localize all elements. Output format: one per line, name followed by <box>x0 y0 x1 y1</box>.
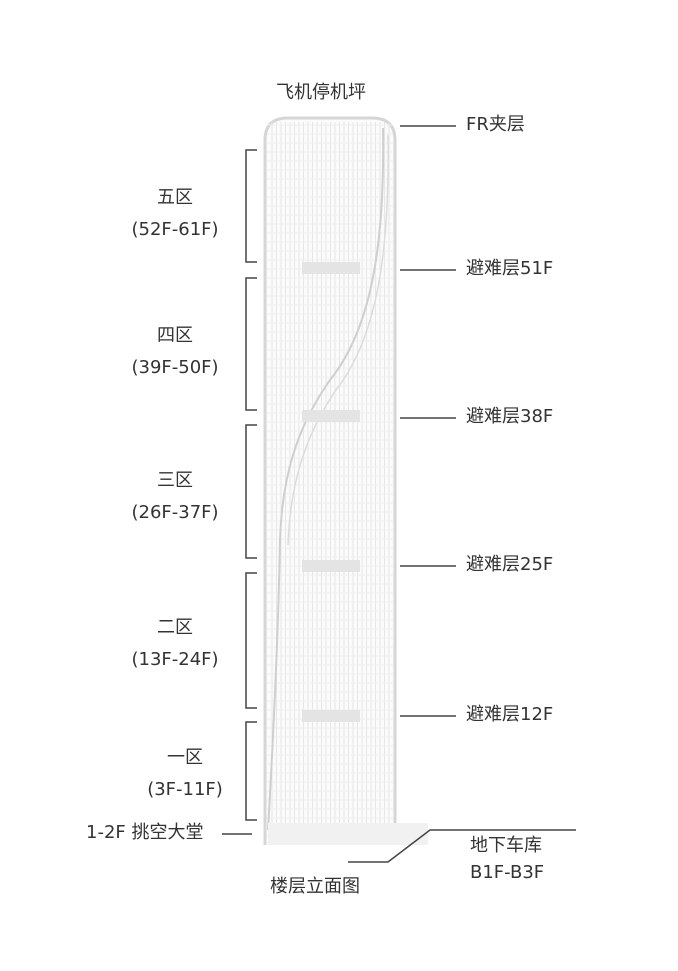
zone-bracket <box>245 149 257 263</box>
refuge-floor-band <box>302 262 360 274</box>
leader-line <box>348 829 576 863</box>
zone-bracket <box>245 424 257 559</box>
refuge-floor-band <box>302 710 360 722</box>
zone-bracket <box>245 721 257 821</box>
lobby-base <box>268 823 428 845</box>
zone-name: 三区 <box>157 470 193 491</box>
zone-2: 二区 (13F-24F) <box>100 612 250 676</box>
helipad-label: 飞机停机坪 <box>276 82 366 103</box>
label-refuge-25f: 避难层25F <box>466 554 554 575</box>
zone-1: 一区 (3F-11F) <box>110 742 260 806</box>
zone-name: 四区 <box>157 325 193 346</box>
zone-range: (13F-24F) <box>131 649 219 670</box>
label-refuge-12f: 避难层12F <box>466 704 554 725</box>
label-lobby: 1-2F 挑空大堂 <box>86 822 204 843</box>
label-fr-mezzanine: FR夹层 <box>466 114 525 135</box>
label-garage-range: B1F-B3F <box>470 862 545 883</box>
label-refuge-38f: 避难层38F <box>466 406 554 427</box>
facade-twist-curve <box>267 127 385 831</box>
refuge-floor-band <box>302 410 360 422</box>
label-garage: 地下车库 <box>470 835 542 856</box>
zone-name: 一区 <box>167 747 203 768</box>
caption: 楼层立面图 <box>270 876 360 897</box>
zone-range: (39F-50F) <box>131 357 219 378</box>
zone-bracket <box>245 572 257 709</box>
zone-name: 五区 <box>157 187 193 208</box>
zone-3: 三区 (26F-37F) <box>100 465 250 529</box>
zone-range: (3F-11F) <box>147 779 223 800</box>
zone-5: 五区 (52F-61F) <box>100 182 250 246</box>
facade-twist-curve <box>287 134 389 546</box>
zone-name: 二区 <box>157 617 193 638</box>
zone-4: 四区 (39F-50F) <box>100 320 250 384</box>
zone-range: (26F-37F) <box>131 502 219 523</box>
zone-range: (52F-61F) <box>131 219 219 240</box>
refuge-floor-band <box>302 560 360 572</box>
zone-bracket <box>245 277 257 411</box>
label-refuge-51f: 避难层51F <box>466 258 554 279</box>
